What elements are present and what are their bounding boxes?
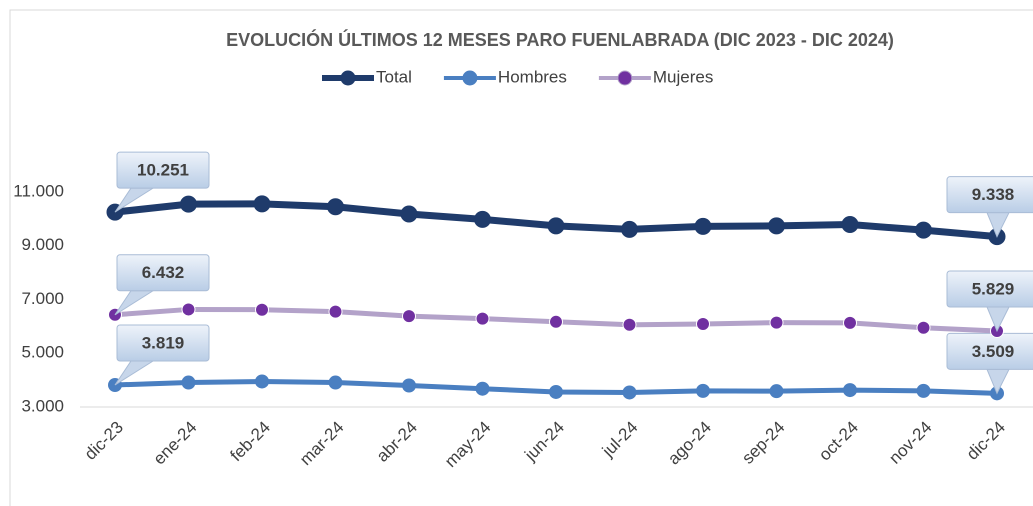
x-tick-label: feb-24 xyxy=(226,418,274,466)
x-tick-label: mar-24 xyxy=(296,418,348,470)
x-tick-label: jul-24 xyxy=(598,418,642,462)
legend-label: Hombres xyxy=(498,67,567,86)
legend-label: Mujeres xyxy=(653,67,713,86)
data-point xyxy=(181,375,196,390)
data-point xyxy=(475,311,490,326)
data-point xyxy=(181,302,196,317)
data-point xyxy=(696,316,710,331)
data-point xyxy=(768,217,785,235)
x-tick-label: dic-23 xyxy=(81,418,127,464)
data-label: 5.829 xyxy=(972,279,1015,298)
legend-marker xyxy=(617,70,633,86)
data-label: 10.251 xyxy=(137,161,189,180)
x-tick-label: jun-24 xyxy=(520,418,568,466)
x-tick-label: abr-24 xyxy=(373,418,421,466)
y-tick-label: 7.000 xyxy=(21,289,64,308)
data-point xyxy=(622,385,637,400)
data-point xyxy=(255,374,269,389)
data-point xyxy=(769,384,784,399)
data-point xyxy=(180,195,197,213)
data-label: 6.432 xyxy=(142,263,185,282)
data-point xyxy=(841,216,859,234)
y-tick-label: 11.000 xyxy=(13,181,64,200)
x-tick-label: oct-24 xyxy=(815,418,862,465)
data-point xyxy=(253,195,271,213)
data-point xyxy=(915,221,932,239)
legend-marker xyxy=(462,70,478,86)
data-point xyxy=(549,384,563,399)
callout-box xyxy=(116,151,210,189)
x-tick-label: dic-24 xyxy=(963,418,1009,464)
data-point xyxy=(402,378,416,393)
y-tick-label: 3.000 xyxy=(21,396,64,415)
data-point xyxy=(694,217,712,235)
data-point xyxy=(843,315,857,330)
frame xyxy=(9,9,1033,506)
data-point xyxy=(547,217,565,235)
data-point xyxy=(327,198,344,216)
legend-label: Total xyxy=(376,67,412,86)
callout-box xyxy=(116,254,210,292)
data-point xyxy=(402,309,416,324)
data-label: 3.509 xyxy=(972,342,1015,361)
x-tick-label: ago-24 xyxy=(664,418,715,469)
y-tick-label: 9.000 xyxy=(21,235,64,254)
data-point xyxy=(621,220,638,238)
y-tick-label: 5.000 xyxy=(21,343,64,362)
data-point xyxy=(843,383,857,398)
data-point xyxy=(622,317,637,332)
data-point xyxy=(328,304,343,319)
data-point xyxy=(916,383,931,398)
data-point xyxy=(549,314,563,329)
data-point xyxy=(916,320,931,335)
callout-box xyxy=(116,324,210,362)
callout-pointer xyxy=(114,360,155,386)
data-point xyxy=(769,315,784,330)
callout-pointer xyxy=(986,368,1010,395)
data-point xyxy=(328,375,343,390)
data-label: 3.819 xyxy=(142,333,185,352)
x-tick-label: may-24 xyxy=(441,418,495,472)
data-point xyxy=(255,302,269,317)
data-point xyxy=(474,210,491,228)
x-tick-label: nov-24 xyxy=(885,418,935,468)
data-point xyxy=(475,381,490,396)
callout-pointer xyxy=(986,306,1010,333)
data-point xyxy=(696,383,710,398)
data-point xyxy=(400,205,418,223)
chart-title: EVOLUCIÓN ÚLTIMOS 12 MESES PARO FUENLABR… xyxy=(226,30,894,50)
callout-box xyxy=(946,176,1033,214)
x-tick-label: sep-24 xyxy=(738,418,788,468)
x-tick-label: ene-24 xyxy=(150,418,201,469)
callout-box xyxy=(946,270,1033,308)
legend-marker xyxy=(340,70,356,86)
data-label: 9.338 xyxy=(972,185,1015,204)
